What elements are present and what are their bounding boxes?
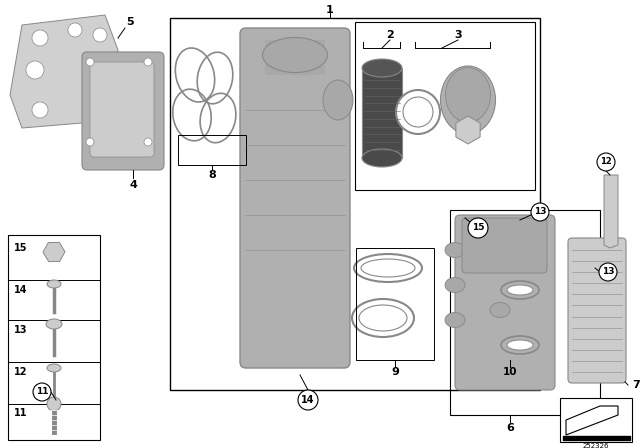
Text: 14: 14: [301, 395, 315, 405]
FancyBboxPatch shape: [90, 62, 154, 157]
Ellipse shape: [507, 285, 533, 295]
Circle shape: [68, 23, 82, 37]
Ellipse shape: [490, 233, 510, 247]
Circle shape: [26, 61, 44, 79]
Text: 10: 10: [503, 367, 517, 377]
Circle shape: [32, 30, 48, 46]
Ellipse shape: [445, 68, 490, 122]
FancyBboxPatch shape: [568, 238, 626, 383]
Ellipse shape: [262, 38, 328, 73]
Text: 11: 11: [14, 408, 28, 418]
Text: 15: 15: [472, 224, 484, 233]
Text: 1: 1: [326, 5, 334, 15]
Circle shape: [91, 98, 105, 112]
Ellipse shape: [490, 302, 510, 318]
Ellipse shape: [361, 259, 415, 277]
Circle shape: [144, 138, 152, 146]
Ellipse shape: [445, 242, 465, 258]
Text: 4: 4: [129, 180, 137, 190]
Polygon shape: [10, 15, 118, 128]
Circle shape: [531, 203, 549, 221]
Bar: [170, 18, 540, 390]
Circle shape: [298, 390, 318, 410]
Ellipse shape: [445, 277, 465, 293]
Bar: [355, 22, 535, 190]
Text: 12: 12: [600, 158, 612, 167]
Ellipse shape: [440, 66, 495, 134]
Text: 6: 6: [506, 423, 514, 433]
Circle shape: [597, 153, 615, 171]
Text: 13: 13: [602, 267, 614, 276]
FancyBboxPatch shape: [455, 215, 555, 390]
Ellipse shape: [359, 305, 407, 331]
Ellipse shape: [362, 59, 402, 77]
Text: 14: 14: [14, 285, 28, 295]
Circle shape: [599, 263, 617, 281]
Bar: [450, 210, 600, 415]
Polygon shape: [604, 175, 618, 248]
Circle shape: [144, 58, 152, 66]
Ellipse shape: [323, 80, 353, 120]
FancyBboxPatch shape: [462, 218, 547, 273]
Circle shape: [396, 90, 440, 134]
Bar: [178, 135, 246, 165]
Ellipse shape: [47, 364, 61, 372]
Text: 3: 3: [454, 30, 462, 40]
Bar: [265, 40, 325, 75]
Text: 2: 2: [386, 30, 394, 40]
Bar: [362, 68, 402, 158]
Text: 7: 7: [632, 380, 640, 390]
Circle shape: [33, 383, 51, 401]
Text: 8: 8: [208, 170, 216, 180]
Ellipse shape: [47, 280, 61, 288]
Text: 11: 11: [36, 388, 48, 396]
FancyBboxPatch shape: [82, 52, 164, 170]
Circle shape: [93, 28, 107, 42]
Ellipse shape: [46, 319, 62, 329]
Text: 13: 13: [534, 207, 547, 216]
Circle shape: [47, 397, 61, 411]
Text: 5: 5: [126, 17, 134, 27]
Text: 9: 9: [391, 367, 399, 377]
Ellipse shape: [507, 340, 533, 350]
Ellipse shape: [445, 313, 465, 327]
Circle shape: [98, 68, 112, 82]
Bar: [560, 398, 632, 442]
Circle shape: [468, 218, 488, 238]
Text: 252326: 252326: [583, 443, 609, 448]
Text: 13: 13: [14, 325, 28, 335]
FancyBboxPatch shape: [240, 28, 350, 368]
Text: 15: 15: [14, 243, 28, 253]
Circle shape: [86, 58, 94, 66]
Ellipse shape: [362, 149, 402, 167]
Circle shape: [86, 138, 94, 146]
Text: 12: 12: [14, 367, 28, 377]
Bar: [356, 248, 434, 360]
Circle shape: [403, 97, 433, 127]
Bar: [8, 235, 100, 440]
Circle shape: [32, 102, 48, 118]
